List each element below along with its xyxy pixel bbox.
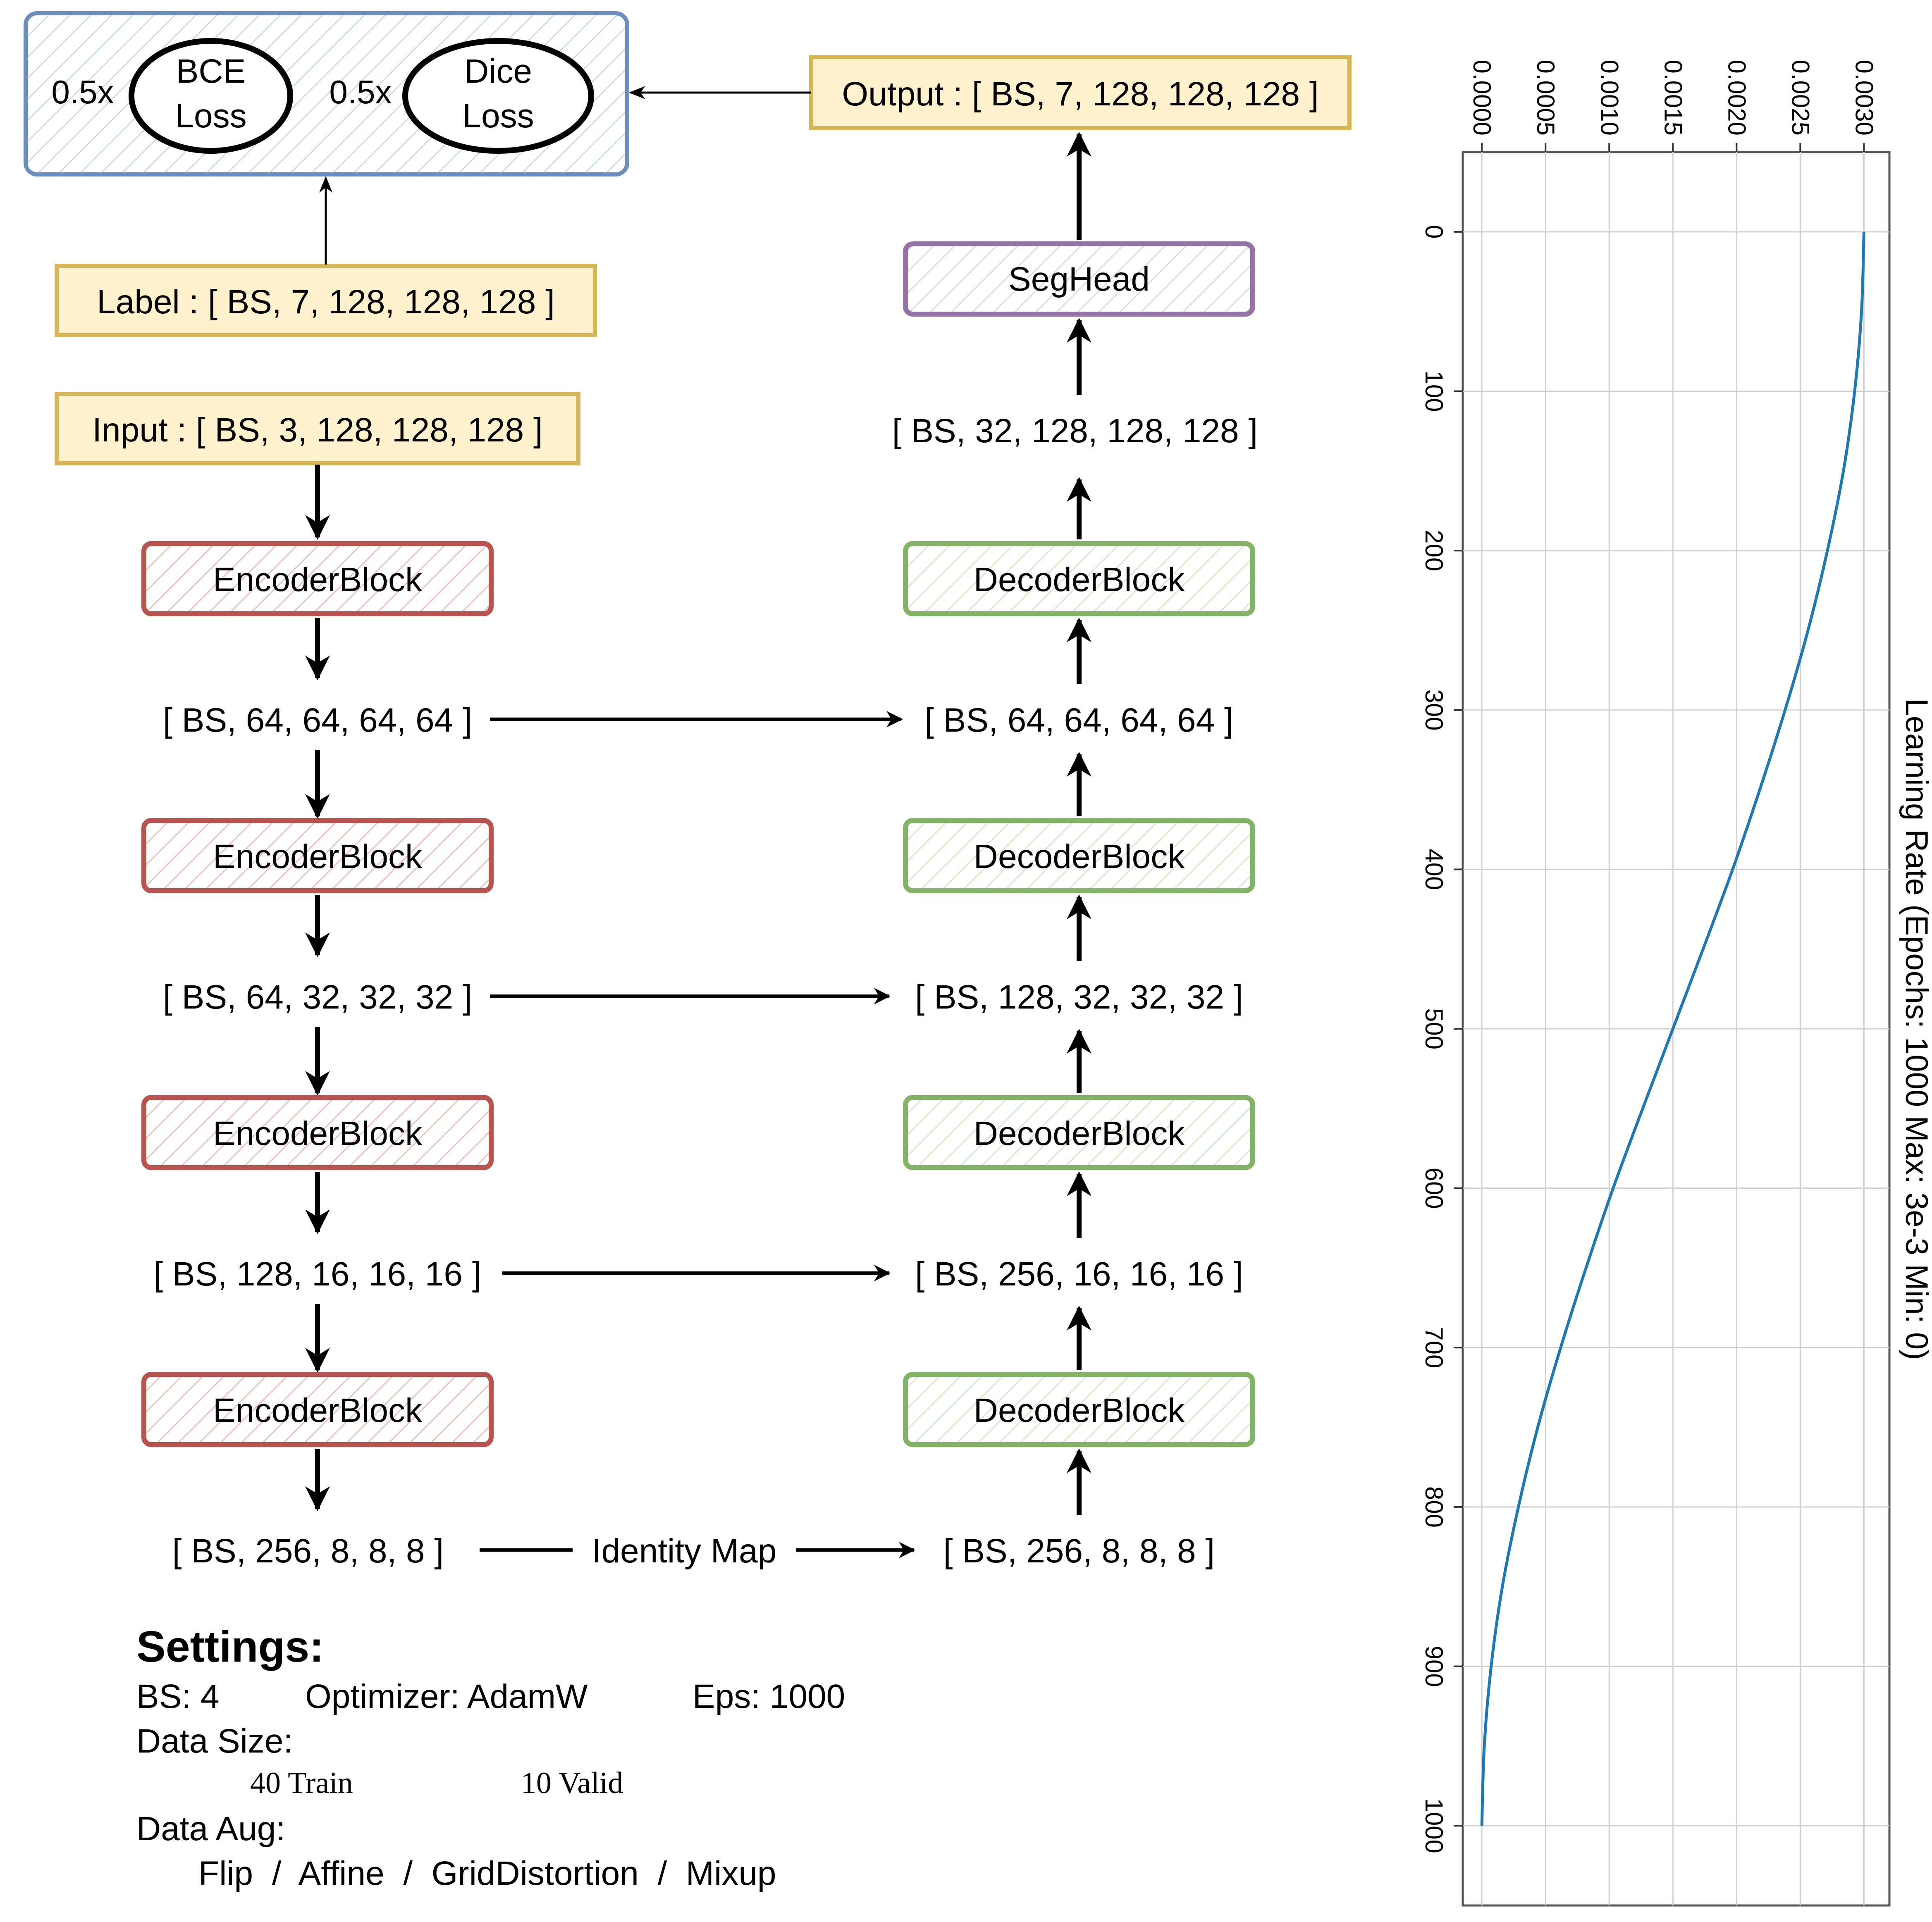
x-tick-label-8: 800 [1420, 1486, 1448, 1528]
dice-loss-ellipse [402, 38, 594, 154]
chart-grid [1463, 152, 1889, 1905]
x-tick-label-10: 1000 [1420, 1798, 1448, 1853]
encoder-block-label: EncoderBlock [213, 1392, 423, 1429]
y-tick-label-1: 0.0005 [1532, 60, 1559, 136]
decoder-block-4: DecoderBlock [903, 1372, 1255, 1447]
settings-eps: Eps: 1000 [693, 1678, 845, 1715]
decoder-shape-3: [ BS, 256, 16, 16, 16 ] [915, 1255, 1243, 1293]
label-label: Label : [ BS, 7, 128, 128, 128 ] [97, 283, 555, 321]
input-box: Input : [ BS, 3, 128, 128, 128 ] [55, 392, 580, 465]
encoder-block-3: EncoderBlock [141, 1095, 494, 1170]
y-tick-label-2: 0.0010 [1595, 60, 1623, 136]
chart-y-axis-label: Learning Rate (Epochs: 1000 Max: 3e-3 Mi… [1899, 698, 1932, 1360]
y-tick-label-5: 0.0025 [1786, 60, 1814, 136]
settings-data-aug-label: Data Aug: [136, 1810, 285, 1848]
dice-loss-line2: Loss [462, 97, 534, 135]
y-tick-label-4: 0.0020 [1723, 60, 1751, 136]
lr-curve [1480, 231, 1865, 1826]
settings-panel: Settings: BS: 4 Optimizer: AdamW Eps: 10… [136, 1622, 845, 1892]
dice-loss-line1: Dice [464, 52, 532, 90]
bce-loss-line2: Loss [175, 97, 246, 135]
settings-bs: BS: 4 [136, 1678, 220, 1715]
x-tick-label-3: 300 [1420, 689, 1448, 731]
settings-data-size-label: Data Size: [136, 1722, 293, 1760]
decoder-shape-1: [ BS, 64, 64, 64, 64 ] [924, 701, 1234, 739]
y-tick-label-6: 0.0030 [1850, 60, 1878, 136]
chart-x-ticks: 0 100 200 300 400 500 600 700 800 900 1000 [1420, 225, 1463, 1853]
settings-title: Settings: [136, 1622, 324, 1671]
decoder-shape-4: [ BS, 256, 8, 8, 8 ] [943, 1532, 1215, 1570]
identity-map-label: Identity Map [592, 1532, 777, 1570]
y-tick-label-3: 0.0015 [1659, 60, 1687, 136]
skip-connections: Identity Map [480, 711, 915, 1570]
bce-weight: 0.5x [51, 74, 114, 110]
output-box: Output : [ BS, 7, 128, 128, 128 ] [809, 55, 1352, 130]
x-tick-label-7: 700 [1420, 1327, 1448, 1368]
seghead-label: SegHead [1008, 260, 1150, 298]
encoder-block-label: EncoderBlock [213, 1115, 423, 1152]
x-tick-label-1: 100 [1420, 370, 1448, 412]
decoder-block-2: DecoderBlock [903, 818, 1255, 893]
decoder-block-label: DecoderBlock [974, 1392, 1185, 1429]
encoder-shape-2: [ BS, 64, 32, 32, 32 ] [163, 978, 472, 1016]
x-tick-label-2: 200 [1420, 530, 1448, 571]
seghead-block: SegHead [903, 241, 1255, 317]
loss-box: 0.5x BCE Loss 0.5x Dice Loss [24, 11, 629, 176]
decoder-block-3: DecoderBlock [903, 1095, 1255, 1170]
label-box: Label : [ BS, 7, 128, 128, 128 ] [55, 264, 597, 337]
decoder-block-1: DecoderBlock [903, 541, 1255, 616]
y-tick-label-0: 0.0000 [1468, 60, 1496, 136]
settings-optimizer: Optimizer: AdamW [305, 1678, 588, 1715]
settings-train: 40 Train [250, 1766, 353, 1800]
encoder-block-4: EncoderBlock [141, 1372, 494, 1447]
encoder-shape-3: [ BS, 128, 16, 16, 16 ] [153, 1255, 481, 1293]
decoder-block-label: DecoderBlock [974, 1115, 1185, 1152]
dice-weight: 0.5x [329, 74, 392, 110]
encoder-block-2: EncoderBlock [141, 818, 494, 893]
encoder-shape-4: [ BS, 256, 8, 8, 8 ] [172, 1532, 444, 1570]
bce-loss-ellipse [129, 38, 293, 154]
bce-loss-line1: BCE [176, 52, 246, 90]
x-tick-label-0: 0 [1420, 225, 1448, 238]
decoder-column: [ BS, 256, 8, 8, 8 ] DecoderBlock [ BS, … [892, 132, 1258, 1570]
input-label: Input : [ BS, 3, 128, 128, 128 ] [92, 411, 543, 449]
x-tick-label-5: 500 [1420, 1008, 1448, 1049]
encoder-block-1: EncoderBlock [141, 541, 494, 616]
x-tick-label-9: 900 [1420, 1645, 1448, 1687]
settings-augs: Flip / Affine / GridDistortion / Mixup [198, 1855, 776, 1892]
x-tick-label-4: 400 [1420, 849, 1448, 890]
x-tick-label-6: 600 [1420, 1168, 1448, 1209]
encoder-shape-1: [ BS, 64, 64, 64, 64 ] [163, 701, 472, 739]
seghead-input-shape: [ BS, 32, 128, 128, 128 ] [892, 412, 1258, 450]
decoder-shape-2: [ BS, 128, 32, 32, 32 ] [915, 978, 1243, 1016]
decoder-block-label: DecoderBlock [974, 561, 1185, 599]
settings-valid: 10 Valid [521, 1766, 623, 1800]
encoder-block-label: EncoderBlock [213, 561, 423, 599]
chart-y-ticks: 0.0000 0.0005 0.0010 0.0015 0.0020 0.0025 0.00… [1468, 60, 1878, 152]
encoder-block-label: EncoderBlock [213, 838, 423, 875]
output-label: Output : [ BS, 7, 128, 128, 128 ] [842, 75, 1318, 113]
decoder-block-label: DecoderBlock [974, 838, 1185, 875]
encoder-column: EncoderBlock [ BS, 64, 64, 64, 64 ] Enco… [141, 465, 494, 1570]
